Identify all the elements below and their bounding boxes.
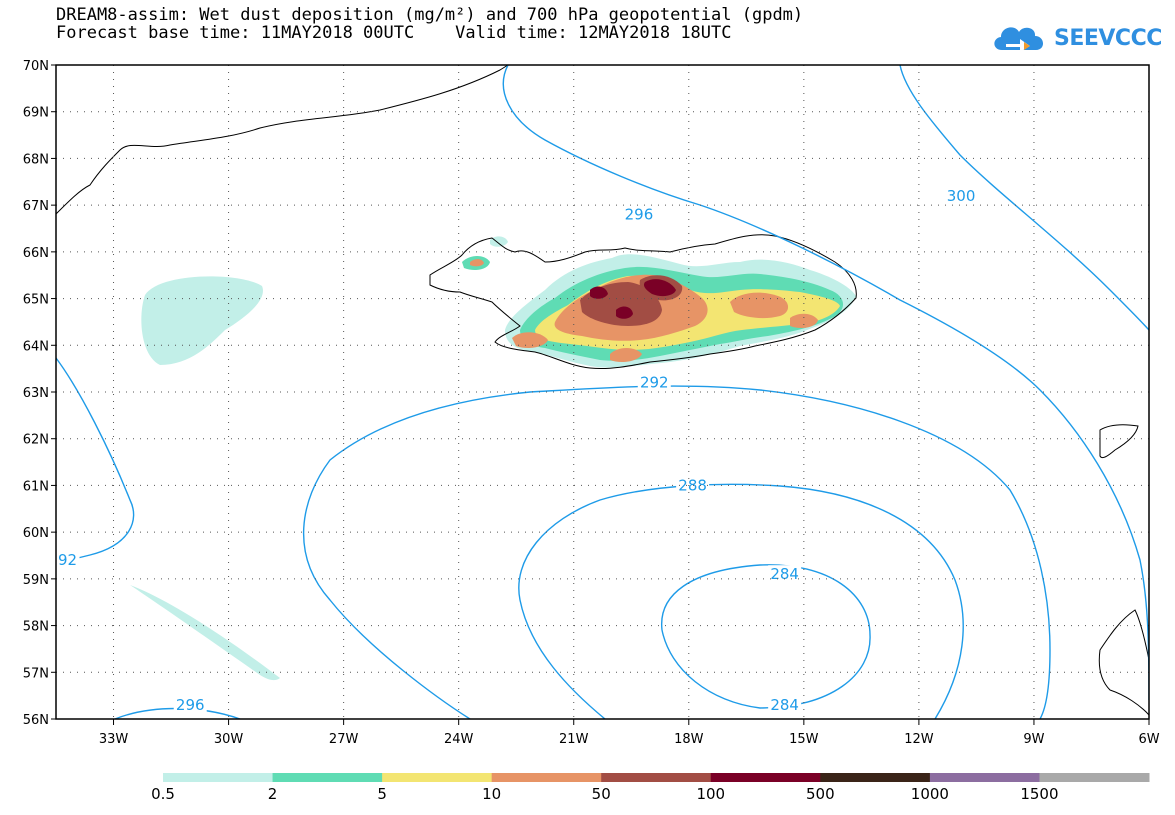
colorbar-label: 100 xyxy=(696,785,725,803)
scotland-coast xyxy=(1098,609,1149,716)
dust-patch-west xyxy=(141,276,263,365)
lon-tick-label: 15W xyxy=(789,732,819,747)
contour-label: 284 xyxy=(770,696,799,714)
lat-tick-label: 63N xyxy=(23,386,49,401)
lon-tick-label: 18W xyxy=(674,732,704,747)
colorbar-label: 5 xyxy=(377,785,387,803)
dust-iceland-10-s xyxy=(610,348,642,362)
contour-label-halo xyxy=(637,373,671,392)
lat-tick-label: 56N xyxy=(23,713,49,728)
logo-text: SEEVCCC xyxy=(1054,25,1162,51)
graticule xyxy=(56,65,1149,719)
lon-tick-label: 12W xyxy=(904,732,934,747)
dust-nw-patch xyxy=(490,236,508,247)
dust-iceland-10-se xyxy=(790,313,818,328)
lat-tick-label: 61N xyxy=(23,479,49,494)
colorbar-segment xyxy=(601,773,712,782)
colorbar-label: 500 xyxy=(806,785,835,803)
lat-tick-label: 67N xyxy=(23,199,49,214)
cloud-icon xyxy=(994,27,1044,52)
lon-tick-label: 9W xyxy=(1023,732,1044,747)
contour-300 xyxy=(899,65,1149,331)
lat-tick-label: 64N xyxy=(23,339,49,354)
contour-label: 284 xyxy=(770,565,799,583)
lat-tick-label: 66N xyxy=(23,246,49,261)
contour-label-halo xyxy=(676,476,710,495)
lat-tick-label: 69N xyxy=(23,106,49,121)
lon-tick-label: 6W xyxy=(1138,732,1159,747)
contour-label: 296 xyxy=(625,205,654,223)
dust-iceland-100-w xyxy=(590,286,608,299)
forecast-time-line: Forecast base time: 11MAY2018 00UTC Vali… xyxy=(56,23,732,43)
faroe-coast xyxy=(1099,424,1139,459)
coastlines xyxy=(56,65,1149,716)
lat-tick-label: 62N xyxy=(23,433,49,448)
lat-tick-label: 59N xyxy=(23,573,49,588)
colorbar-label: 0.5 xyxy=(151,785,175,803)
lon-tick-label: 30W xyxy=(214,732,244,747)
colorbar-label: 1000 xyxy=(911,785,949,803)
lon-tick-label: 27W xyxy=(329,732,359,747)
colorbar-label: 10 xyxy=(482,785,501,803)
lat-tick-label: 57N xyxy=(23,666,49,681)
contour-292 xyxy=(56,357,1051,719)
dust-iceland-100-c xyxy=(616,306,633,319)
contour-label: 296 xyxy=(176,696,205,714)
dust-iceland-100 xyxy=(643,279,676,297)
colorbar: 0.5 2 5 10 50 100 500 1000 1500 xyxy=(151,773,1150,803)
lon-tick-label: 33W xyxy=(99,732,129,747)
seevccc-logo: SEEVCCC xyxy=(990,18,1162,58)
colorbar-label: 2 xyxy=(268,785,278,803)
contour-label-halo xyxy=(768,695,802,714)
colorbar-label: 1500 xyxy=(1020,785,1058,803)
colorbar-segment xyxy=(929,773,1040,782)
colorbar-segment xyxy=(820,773,931,782)
contour-label: 92 xyxy=(58,551,77,569)
colorbar-segment xyxy=(491,773,602,782)
lat-tick-label: 60N xyxy=(23,526,49,541)
colorbar-segment xyxy=(382,773,493,782)
contour-label-halo xyxy=(622,205,656,224)
lon-tick-label: 21W xyxy=(559,732,589,747)
colorbar-segment xyxy=(1039,773,1150,782)
lat-tick-label: 65N xyxy=(23,293,49,308)
iceland-coast xyxy=(429,234,857,369)
contour-label: 288 xyxy=(678,476,707,494)
contour-296-north xyxy=(502,65,1149,701)
lon-tick-label: 24W xyxy=(444,732,474,747)
contour-label-halo xyxy=(55,551,80,570)
colorbar-segment xyxy=(710,773,821,782)
map-title: DREAM8-assim: Wet dust deposition (mg/m²… xyxy=(56,5,804,25)
contour-label-halo xyxy=(173,695,207,714)
contour-284 xyxy=(661,564,871,709)
contour-288 xyxy=(518,483,964,719)
dust-deposition-layer xyxy=(130,236,856,681)
dust-iceland-10-east xyxy=(730,292,789,319)
lat-tick-label: 68N xyxy=(23,152,49,167)
contour-label-halo xyxy=(944,186,978,205)
colorbar-segment xyxy=(272,773,383,782)
colorbar-label: 50 xyxy=(592,785,611,803)
contour-label-halo xyxy=(768,565,802,584)
dust-westfjords-core xyxy=(470,259,484,267)
colorbar-segment xyxy=(163,773,274,782)
dust-iceland-10-sw xyxy=(512,332,548,348)
axis-labels: 33W 30W 27W 24W 21W 18W 15W 12W 9W 6W 70N 69N 68N 67N… xyxy=(23,59,1160,747)
contour-label: 292 xyxy=(640,374,669,392)
greenland-coast xyxy=(56,65,509,215)
lat-tick-label: 58N xyxy=(23,620,49,635)
contour-label: 300 xyxy=(947,187,976,205)
lat-tick-label: 70N xyxy=(23,59,49,74)
dust-streak-southwest xyxy=(130,585,280,681)
